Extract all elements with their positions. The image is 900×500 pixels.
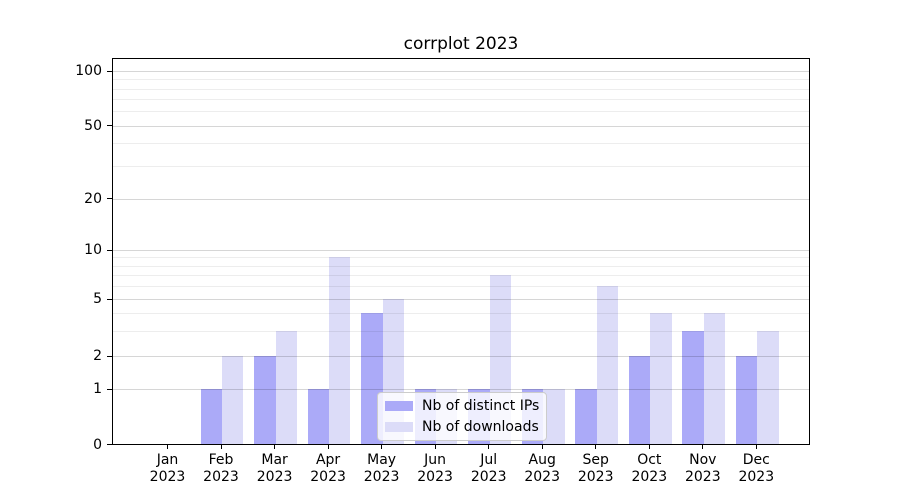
y-tick-mark-20 [107, 198, 112, 199]
x-tick-mark-sep [595, 445, 597, 449]
x-tick-mark-nov [702, 445, 704, 449]
x-tick-mark-jul [488, 445, 490, 449]
gridline-minor-80 [113, 88, 809, 90]
gridline-minor-8 [113, 265, 809, 267]
x-tick-label-nov: Nov 2023 [684, 452, 721, 485]
y-tick-label-1: 1 [93, 381, 102, 397]
chart-title: corrplot 2023 [403, 34, 519, 54]
plot-area: Nb of distinct IPs Nb of downloads [112, 58, 810, 445]
legend: Nb of distinct IPs Nb of downloads [377, 392, 547, 441]
bar-distinct-ips-sep [575, 389, 597, 444]
x-tick-label-oct: Oct 2023 [631, 452, 668, 485]
x-tick-label-feb: Feb 2023 [203, 452, 239, 485]
y-tick-label-50: 50 [84, 117, 102, 134]
gridline-major-2 [113, 356, 809, 357]
y-tick-mark-10 [107, 249, 112, 251]
gridline-minor-30 [113, 166, 809, 168]
bar-distinct-ips-apr [307, 389, 330, 444]
y-tick-label-2: 2 [93, 348, 102, 364]
bar-downloads-apr [329, 257, 351, 444]
y-tick-mark-1 [107, 388, 112, 390]
y-tick-label-100: 100 [75, 63, 102, 79]
x-tick-mark-aug [541, 445, 543, 449]
legend-swatch-downloads [385, 422, 413, 432]
bar-downloads-dec [757, 330, 779, 444]
x-tick-mark-feb [220, 445, 222, 449]
y-tick-label-0: 0 [93, 436, 102, 453]
gridline-major-20 [113, 198, 809, 200]
y-tick-mark-0 [107, 444, 112, 445]
y-tick-mark-100 [107, 70, 112, 72]
gridline-minor-6 [113, 286, 809, 288]
bar-distinct-ips-mar [254, 356, 276, 444]
gridline-minor-40 [113, 143, 809, 145]
gridline-major-50 [113, 125, 809, 127]
gridline-major-10 [113, 250, 809, 251]
bar-downloads-mar [275, 330, 297, 444]
x-tick-label-mar: Mar 2023 [256, 452, 293, 485]
gridline-minor-3 [113, 330, 809, 332]
x-tick-mark-mar [274, 445, 276, 449]
x-tick-label-jan: Jan 2023 [149, 452, 186, 485]
bar-downloads-sep [596, 286, 619, 444]
y-tick-label-10: 10 [84, 242, 102, 258]
y-tick-mark-50 [107, 125, 112, 126]
gridline-minor-70 [113, 99, 809, 100]
bar-distinct-ips-dec [735, 356, 758, 444]
bar-downloads-aug [543, 389, 565, 444]
x-tick-label-jul: Jul 2023 [470, 452, 507, 485]
legend-label-downloads: Nb of downloads [422, 419, 539, 435]
y-tick-mark-5 [107, 298, 112, 300]
x-tick-label-dec: Dec 2023 [738, 452, 775, 485]
gridline-minor-4 [113, 312, 809, 314]
gridline-major-1 [113, 389, 809, 390]
x-tick-mark-jun [434, 445, 436, 449]
x-tick-mark-oct [648, 445, 650, 449]
gridline-minor-7 [113, 275, 809, 277]
legend-label-distinct-ips: Nb of distinct IPs [422, 398, 540, 414]
gridline-major-100 [113, 71, 809, 72]
x-tick-label-may: May 2023 [363, 452, 400, 485]
x-tick-mark-dec [755, 445, 757, 449]
bar-downloads-oct [650, 312, 672, 444]
bar-distinct-ips-feb [200, 389, 222, 444]
legend-swatch-distinct-ips [385, 401, 413, 411]
y-tick-label-20: 20 [84, 190, 102, 207]
gridline-major-5 [113, 299, 809, 300]
bar-distinct-ips-nov [682, 330, 704, 444]
bar-distinct-ips-oct [628, 356, 651, 444]
x-tick-label-aug: Aug 2023 [524, 452, 560, 485]
gridline-minor-60 [113, 111, 809, 113]
x-tick-mark-may [381, 445, 383, 449]
x-tick-label-sep: Sep 2023 [577, 452, 614, 485]
x-tick-mark-jan [167, 445, 168, 449]
x-tick-label-jun: Jun 2023 [417, 452, 453, 485]
x-tick-mark-apr [327, 445, 329, 449]
x-tick-label-apr: Apr 2023 [310, 452, 346, 485]
y-tick-label-5: 5 [93, 291, 102, 307]
legend-item-downloads: Nb of downloads [385, 419, 539, 435]
bar-downloads-feb [222, 356, 244, 444]
legend-item-distinct-ips: Nb of distinct IPs [385, 398, 540, 414]
bar-downloads-nov [703, 312, 726, 444]
y-tick-mark-2 [107, 355, 112, 357]
gridline-minor-9 [113, 257, 809, 259]
gridline-minor-90 [113, 79, 809, 81]
